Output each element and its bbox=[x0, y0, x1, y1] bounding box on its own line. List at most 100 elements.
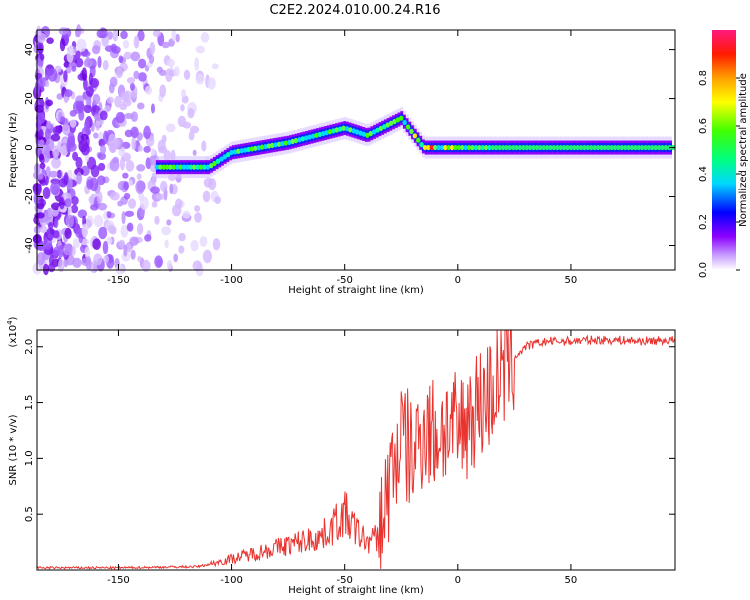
spectrogram-frame bbox=[36, 29, 676, 271]
spectrogram-noise-blob bbox=[109, 76, 118, 88]
spectrogram-noise-blob bbox=[100, 144, 107, 155]
spectrogram-core-point bbox=[558, 144, 563, 151]
spectrogram-core-point bbox=[555, 144, 560, 151]
spectrogram-core-point bbox=[507, 144, 513, 151]
spectrogram-core-point bbox=[331, 128, 336, 134]
spectrogram-core-point bbox=[432, 144, 438, 151]
spectrogram-core-point bbox=[599, 144, 604, 151]
spectrogram-noise-blob bbox=[34, 104, 45, 114]
spectrogram-noise-blob bbox=[207, 77, 216, 90]
spectrogram-core-point bbox=[154, 164, 160, 170]
spectrogram-core-point bbox=[304, 135, 309, 141]
spectrogram-core-point bbox=[405, 124, 411, 130]
spectrogram-core-point bbox=[399, 115, 404, 121]
spectrogram-core-point bbox=[287, 139, 292, 145]
spectrogram-noise-blob bbox=[174, 198, 183, 209]
spectrogram-y-tick-label: -40 bbox=[24, 237, 35, 253]
spectrogram-noise-blob bbox=[97, 56, 102, 69]
spectrogram-core-point bbox=[477, 144, 482, 151]
spectrogram-core-point bbox=[198, 164, 204, 170]
spectrogram-noise-blob bbox=[200, 32, 210, 43]
spectrogram-noise-blob bbox=[99, 27, 108, 39]
spectrogram-core-point bbox=[409, 128, 414, 134]
spectrogram-noise-blob bbox=[83, 58, 93, 68]
spectrogram-noise-blob bbox=[52, 246, 60, 256]
spectrogram-core-point bbox=[528, 144, 533, 151]
snr-x-tick-label: -50 bbox=[337, 575, 353, 586]
spectrogram-noise-blob bbox=[173, 253, 178, 263]
spectrogram-noise-blob bbox=[85, 128, 91, 136]
spectrogram-noise-blob bbox=[72, 238, 80, 249]
spectrogram-noise-blob bbox=[203, 177, 214, 188]
spectrogram-core-point bbox=[463, 144, 468, 151]
spectrogram-core-point bbox=[317, 131, 323, 138]
spectrogram-noise-blob bbox=[78, 232, 83, 244]
spectrogram-noise-blob bbox=[165, 123, 176, 133]
spectrogram-core-point bbox=[219, 156, 224, 162]
spectrogram-core-point bbox=[334, 127, 339, 133]
spectrogram-noise-blob bbox=[123, 51, 132, 60]
spectrogram-noise-blob bbox=[152, 29, 162, 38]
spectrogram-panel: -150 -100 -50 0 50 -40 -20 0 20 40 Height of str… bbox=[8, 24, 676, 296]
spectrogram-core-point bbox=[656, 144, 662, 151]
spectrogram-core-point bbox=[215, 158, 221, 164]
spectrogram-noise-blob bbox=[160, 180, 168, 193]
spectrogram-core-point bbox=[351, 128, 356, 134]
spectrogram-core-point bbox=[293, 137, 299, 144]
snr-y-multiplier: (x104) bbox=[6, 316, 19, 347]
spectrogram-noise-blob bbox=[47, 68, 58, 82]
spectrogram-core-point bbox=[253, 145, 258, 151]
spectrogram-core-point bbox=[181, 164, 187, 170]
colorbar-gradient bbox=[712, 30, 736, 270]
spectrogram-noise-blob bbox=[75, 50, 81, 59]
spectrogram-core-point bbox=[439, 144, 445, 151]
spectrogram-core-point bbox=[175, 164, 180, 170]
spectrogram-core-point bbox=[290, 138, 295, 145]
spectrogram-noise-blob bbox=[67, 169, 73, 179]
spectrogram-noise-blob bbox=[64, 198, 72, 208]
spectrogram-core-point bbox=[582, 144, 587, 151]
spectrogram-core-point bbox=[192, 164, 197, 170]
spectrogram-core-point bbox=[324, 130, 329, 136]
snr-y-tick-label: 0.5 bbox=[24, 506, 35, 522]
colorbar-label: Normalized spectral amplitude bbox=[738, 73, 749, 227]
spectrogram-noise-blob bbox=[115, 111, 125, 124]
spectrogram-noise-blob bbox=[111, 45, 121, 54]
spectrogram-noise-blob bbox=[80, 238, 90, 246]
spectrogram-noise-blob bbox=[212, 238, 221, 251]
spectrogram-noise-blob bbox=[118, 239, 126, 249]
spectrogram-noise-blob bbox=[137, 144, 143, 152]
spectrogram-noise-blob bbox=[120, 30, 128, 40]
colorbar-tick-label: 0.2 bbox=[698, 214, 709, 230]
spectrogram-noise-blob bbox=[98, 226, 108, 240]
snr-series-line bbox=[36, 329, 675, 570]
spectrogram-core-point bbox=[375, 127, 380, 133]
spectrogram-core-point bbox=[229, 149, 234, 156]
spectrogram-core-point bbox=[660, 144, 665, 151]
spectrogram-noise-blob bbox=[63, 172, 69, 185]
spectrogram-core-point bbox=[249, 146, 255, 152]
spectrogram-noise-blob bbox=[56, 169, 62, 179]
spectrogram-noise-blob bbox=[154, 255, 163, 269]
spectrogram-noise-blob bbox=[47, 263, 56, 273]
spectrogram-noise-blob bbox=[165, 68, 173, 83]
spectrogram-core-point bbox=[456, 144, 462, 151]
spectrogram-trace bbox=[154, 115, 675, 170]
spectrogram-core-point bbox=[609, 144, 614, 151]
spectrogram-core-point bbox=[538, 144, 543, 151]
spectrogram-core-point bbox=[494, 144, 499, 151]
spectrogram-noise-blob bbox=[42, 187, 51, 200]
spectrogram-core-point bbox=[270, 142, 275, 148]
spectrogram-noise-blob bbox=[161, 226, 172, 236]
spectrogram-noise-blob bbox=[75, 156, 83, 169]
spectrogram-noise-blob bbox=[76, 38, 87, 53]
spectrogram-core-point bbox=[263, 143, 268, 150]
colorbar-tick-label: 0.8 bbox=[698, 70, 709, 86]
spectrogram-noise-blob bbox=[140, 196, 149, 210]
snr-x-axis-label: Height of straight line (km) bbox=[288, 585, 424, 596]
spectrogram-noise-blob bbox=[58, 27, 69, 36]
snr-x-tick-label: 0 bbox=[455, 575, 461, 586]
spectrogram-core-point bbox=[436, 144, 441, 151]
spectrogram-core-point bbox=[453, 144, 458, 151]
spectrogram-noise-blob bbox=[35, 128, 44, 141]
